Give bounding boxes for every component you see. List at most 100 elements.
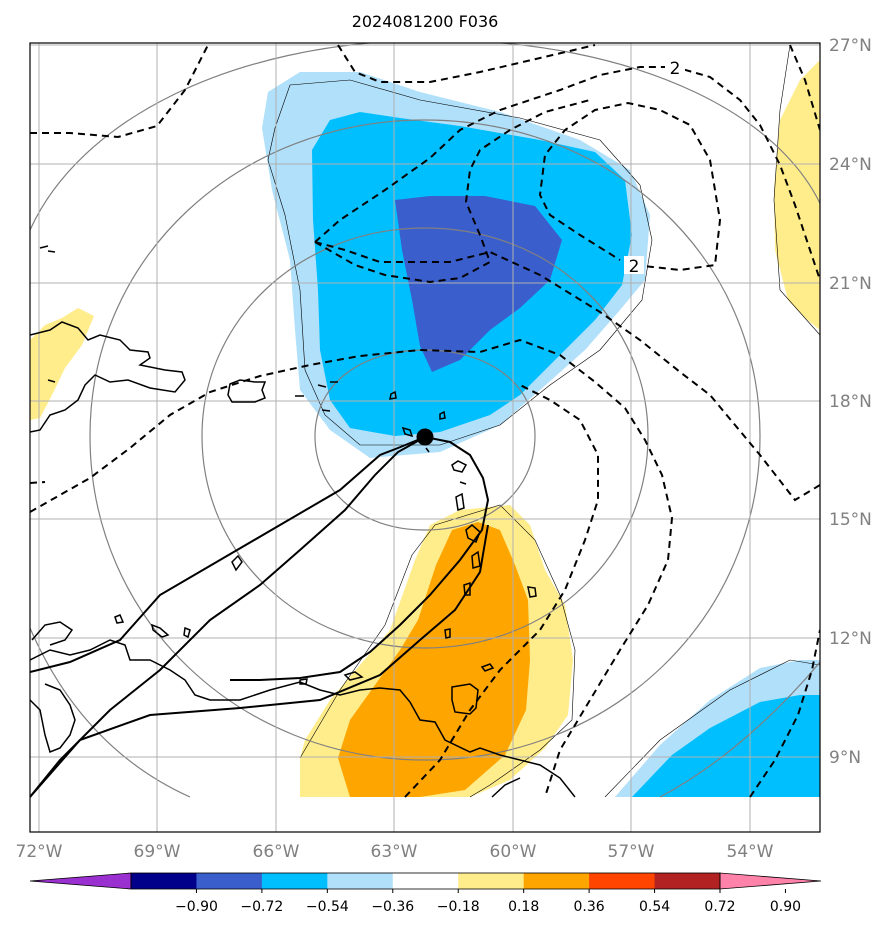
colorbar: −0.90 −0.72 −0.54 −0.36 −0.18 0.18 0.36 0.54 0.7… xyxy=(29,872,822,915)
dashed-contour-south-east xyxy=(404,384,599,798)
shade-north-royal-blue xyxy=(395,196,562,372)
map-title: 2024081200 F036 xyxy=(352,12,499,31)
coast-venezuela xyxy=(30,639,576,798)
coast-aruba xyxy=(114,614,125,624)
colorbar-swatches xyxy=(30,873,821,889)
shade-west-yellow xyxy=(30,308,94,420)
coast-guadeloupe xyxy=(451,460,468,473)
lon-label-69w: 69°W xyxy=(134,842,181,862)
shade-east-yellow xyxy=(774,60,820,330)
colorbar-tick-label: −0.90 xyxy=(175,899,218,915)
colorbar-tick-label: 0.36 xyxy=(574,899,605,915)
coast-small-mark-2 xyxy=(47,379,56,383)
dashed-contour-east xyxy=(789,44,820,131)
dashed-contour-inner xyxy=(314,66,820,281)
coast-leeward-2 xyxy=(439,410,446,420)
lon-label-66w: 66°W xyxy=(253,842,300,862)
dashed-contour-top xyxy=(337,44,596,83)
coast-margarita xyxy=(343,671,364,681)
colorbar-tick-label: −0.54 xyxy=(306,899,349,915)
lat-label-15n: 15°N xyxy=(829,510,872,530)
track-line-north xyxy=(30,435,490,798)
colorbar-swatch xyxy=(261,873,328,889)
range-ring-3 xyxy=(89,119,761,761)
dashed-contour-west-small xyxy=(30,481,46,484)
colorbar-swatch xyxy=(654,873,721,889)
coast-paraguana xyxy=(31,621,74,646)
coast-st-vincent xyxy=(463,581,471,596)
dashed-contours xyxy=(30,44,820,798)
lat-label-18n: 18°N xyxy=(829,392,872,412)
coast-leeward-3 xyxy=(401,426,414,438)
coast-guyana xyxy=(491,777,521,798)
colorbar-swatch xyxy=(458,873,525,889)
coast-curacao xyxy=(150,623,170,638)
dashed-contour-lower-arc xyxy=(30,338,674,798)
contour-label-1: 2 xyxy=(670,59,681,79)
lat-label-9n: 9°N xyxy=(829,748,861,768)
dashed-contour-top-left xyxy=(30,44,209,139)
track-line-lower xyxy=(30,524,489,798)
coast-dominica xyxy=(455,492,465,511)
contour-label-bg-1 xyxy=(665,58,685,76)
contour-label-2: 2 xyxy=(629,257,640,277)
coast-hispaniola-east xyxy=(30,321,186,433)
dashed-contour-2-label-east xyxy=(538,101,722,272)
storm-position-marker xyxy=(416,428,434,446)
colorbar-swatch xyxy=(392,873,459,889)
dashed-contour-long xyxy=(314,241,820,502)
colorbar-swatch xyxy=(327,873,394,889)
colorbar-tick-label: 0.72 xyxy=(704,899,735,915)
thin-contour-north xyxy=(267,79,653,446)
contour-labels: 2 2 xyxy=(624,58,685,277)
coast-avesisland xyxy=(231,554,243,572)
colorbar-tick-label: 0.18 xyxy=(508,899,539,915)
colorbar-left-extend xyxy=(30,873,131,889)
colorbar-frame xyxy=(130,872,721,890)
track-line-south xyxy=(30,436,426,673)
lon-label-54w: 54°W xyxy=(727,842,774,862)
colorbar-swatch xyxy=(523,873,590,889)
coast-small-mark-4 xyxy=(425,447,430,453)
thin-contour-southeast xyxy=(604,659,820,798)
thin-outline-contours xyxy=(267,44,820,798)
map-area xyxy=(30,43,820,832)
lat-label-12n: 12°N xyxy=(829,629,872,649)
range-ring-2 xyxy=(201,227,649,649)
graticule xyxy=(30,43,820,832)
colorbar-tick-label: −0.72 xyxy=(240,899,283,915)
coast-virgin-islands xyxy=(295,381,338,412)
coast-bonaire xyxy=(183,626,191,639)
coast-small-mark-3 xyxy=(459,481,467,485)
lat-label-24n: 24°N xyxy=(829,155,872,175)
thin-contour-south xyxy=(299,504,576,798)
colorbar-right-extend xyxy=(720,873,821,889)
shade-south-orange xyxy=(338,522,530,797)
colorbar-swatch xyxy=(196,873,263,889)
coast-st-lucia xyxy=(471,550,481,569)
lon-label-63w: 63°W xyxy=(371,842,418,862)
colorbar-tick-label: 0.90 xyxy=(770,899,801,915)
lat-label-21n: 21°N xyxy=(829,274,872,294)
colorbar-tick-label: −0.18 xyxy=(437,899,480,915)
colorbar-swatch xyxy=(589,873,656,889)
coast-barbados xyxy=(527,586,537,598)
colorbar-ticks: −0.90 −0.72 −0.54 −0.36 −0.18 0.18 0.36 0.54 0.7… xyxy=(175,889,801,915)
lon-label-57w: 57°W xyxy=(608,842,655,862)
lat-label-27n: 27°N xyxy=(829,36,872,56)
lon-label-72w: 72°W xyxy=(16,842,63,862)
coast-venezuela-inner xyxy=(30,683,76,754)
range-ring-4-south xyxy=(30,627,191,798)
coast-grenada xyxy=(444,628,451,639)
thin-contour-east xyxy=(773,44,820,336)
colorbar-tick-label: 0.54 xyxy=(639,899,670,915)
dashed-contour-middle xyxy=(314,99,591,284)
coast-tobago xyxy=(480,663,495,672)
latitude-labels: 27°N 24°N 21°N 18°N 15°N 12°N 9°N xyxy=(829,36,872,768)
coast-small-island xyxy=(299,678,308,685)
lon-label-60w: 60°W xyxy=(490,842,537,862)
dashed-contour-southeast xyxy=(749,629,820,798)
colorbar-tick-label: −0.36 xyxy=(371,899,414,915)
shade-southeast-sky-blue xyxy=(632,695,820,797)
